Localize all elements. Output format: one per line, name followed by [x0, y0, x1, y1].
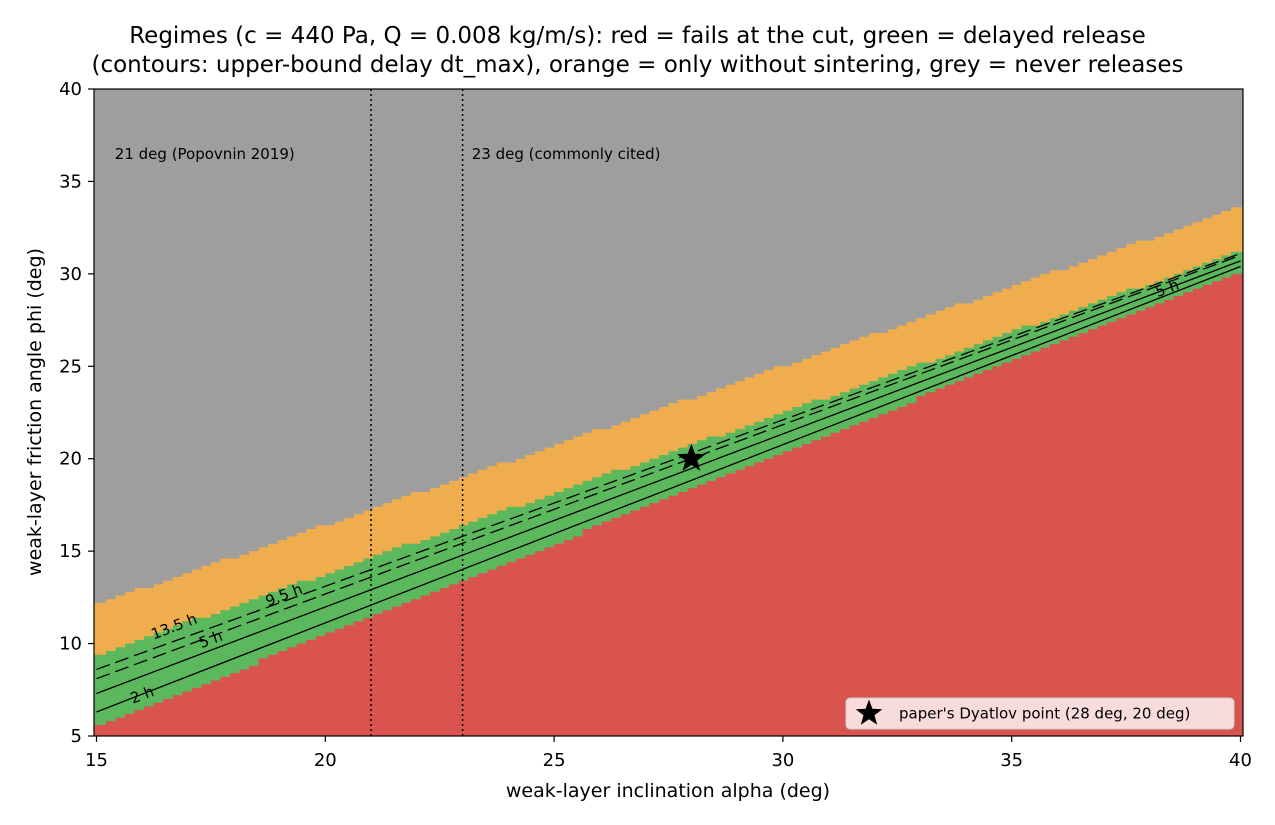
y-tick-label: 30 — [59, 264, 82, 285]
y-tick-label: 15 — [59, 541, 82, 562]
y-tick-label: 40 — [59, 79, 82, 100]
x-tick-label: 35 — [1000, 750, 1023, 771]
axes: 15 20 25 30 35 40 5 10 15 20 25 30 35 40 — [59, 79, 1252, 771]
contour-line — [96, 260, 1241, 695]
contour-line — [96, 252, 1241, 671]
reference-label: 23 deg (commonly cited) — [472, 145, 661, 163]
x-axis-label: weak-layer inclination alpha (deg) — [506, 780, 830, 802]
legend-label: paper's Dyatlov point (28 deg, 20 deg) — [899, 705, 1190, 723]
y-tick-label: 35 — [59, 171, 82, 192]
dyatlov-star-marker — [677, 443, 706, 471]
plot-frame — [93, 88, 1244, 737]
y-axis-label: weak-layer friction angle phi (deg) — [24, 248, 46, 576]
x-tick-label: 25 — [543, 750, 566, 771]
y-tick-label: 25 — [59, 356, 82, 377]
contour-line — [96, 265, 1241, 713]
chart-title: Regimes (c = 440 Pa, Q = 0.008 kg/m/s): … — [129, 23, 1146, 49]
y-tick-label: 20 — [59, 449, 82, 470]
legend: paper's Dyatlov point (28 deg, 20 deg) — [845, 697, 1235, 730]
chart-subtitle: (contours: upper-bound delay dt_max), or… — [91, 52, 1184, 78]
x-tick-label: 30 — [771, 750, 794, 771]
x-tick-label: 40 — [1229, 750, 1252, 771]
legend-box — [845, 697, 1235, 730]
x-tick-label: 15 — [85, 750, 108, 771]
x-tick-label: 20 — [314, 750, 337, 771]
dyatlov-point — [677, 443, 706, 471]
region-red — [94, 273, 1243, 736]
y-tick-label: 10 — [59, 634, 82, 655]
y-tick-label: 5 — [71, 726, 82, 747]
reference-lines: 21 deg (Popovnin 2019) 23 deg (commonly c… — [115, 89, 661, 736]
regime-regions — [94, 89, 1243, 736]
contour-line — [96, 254, 1241, 680]
reference-label: 21 deg (Popovnin 2019) — [115, 145, 295, 163]
legend-star-icon — [855, 699, 883, 725]
